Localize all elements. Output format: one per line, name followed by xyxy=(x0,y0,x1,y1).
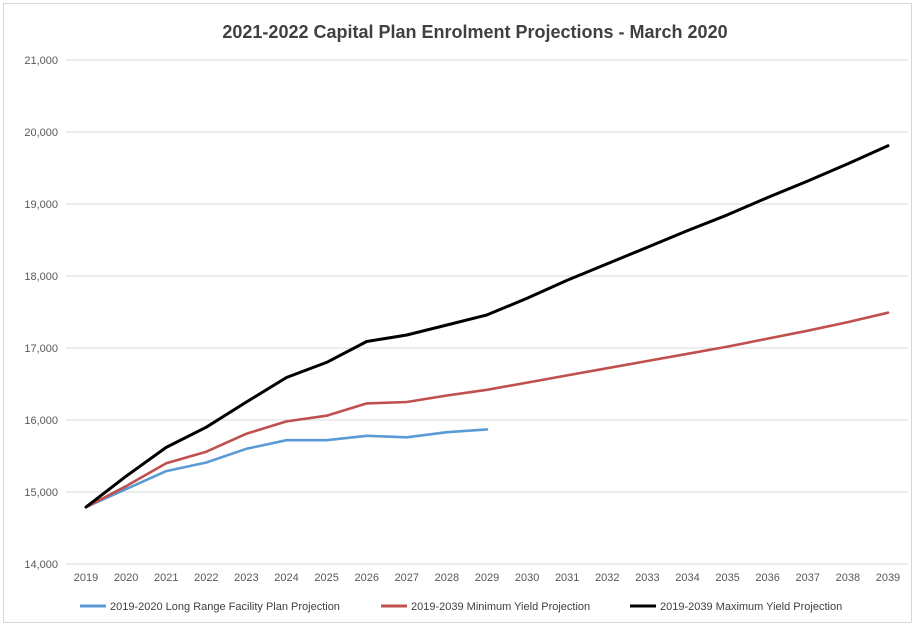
y-tick-label: 21,000 xyxy=(24,55,58,67)
x-tick-label: 2035 xyxy=(715,572,739,584)
legend: 2019-2020 Long Range Facility Plan Proje… xyxy=(80,601,842,613)
x-tick-label: 2020 xyxy=(114,572,138,584)
y-tick-label: 16,000 xyxy=(24,415,58,427)
x-tick-label: 2030 xyxy=(515,572,539,584)
series-line xyxy=(84,311,890,509)
chart-title: 2021-2022 Capital Plan Enrolment Project… xyxy=(222,22,727,42)
gridlines xyxy=(66,59,908,565)
x-tick-label: 2025 xyxy=(314,572,338,584)
legend-label: 2019-2020 Long Range Facility Plan Proje… xyxy=(110,601,340,613)
x-tick-label: 2029 xyxy=(475,572,499,584)
x-tick-label: 2019 xyxy=(74,572,98,584)
y-tick-label: 14,000 xyxy=(24,559,58,571)
legend-label: 2019-2039 Minimum Yield Projection xyxy=(411,601,590,613)
y-tick-label: 18,000 xyxy=(24,271,58,283)
x-tick-label: 2028 xyxy=(435,572,459,584)
y-tick-label: 20,000 xyxy=(24,127,58,139)
x-tick-label: 2037 xyxy=(796,572,820,584)
x-tick-label: 2036 xyxy=(755,572,779,584)
legend-label: 2019-2039 Maximum Yield Projection xyxy=(660,601,842,613)
x-tick-label: 2022 xyxy=(194,572,218,584)
x-tick-label: 2027 xyxy=(395,572,419,584)
series-line xyxy=(84,144,890,509)
x-tick-label: 2038 xyxy=(836,572,860,584)
y-tick-label: 19,000 xyxy=(24,199,58,211)
x-tick-label: 2021 xyxy=(154,572,178,584)
series-lines xyxy=(84,144,890,509)
y-tick-label: 17,000 xyxy=(24,343,58,355)
series-line xyxy=(84,428,489,509)
x-tick-label: 2031 xyxy=(555,572,579,584)
x-tick-label: 2023 xyxy=(234,572,258,584)
x-tick-label: 2024 xyxy=(274,572,298,584)
x-tick-label: 2034 xyxy=(675,572,699,584)
y-tick-label: 15,000 xyxy=(24,487,58,499)
y-axis-ticks: 14,000 15,000 16,000 17,000 18,000 19,000 20,0… xyxy=(24,55,58,571)
x-tick-label: 2032 xyxy=(595,572,619,584)
x-tick-label: 2039 xyxy=(876,572,900,584)
x-tick-label: 2026 xyxy=(354,572,378,584)
chart-frame xyxy=(3,3,912,623)
x-axis-ticks: 2019 2020 2021 2022 2023 2024 2025 2026 2027 2028… xyxy=(74,572,900,584)
x-tick-label: 2033 xyxy=(635,572,659,584)
